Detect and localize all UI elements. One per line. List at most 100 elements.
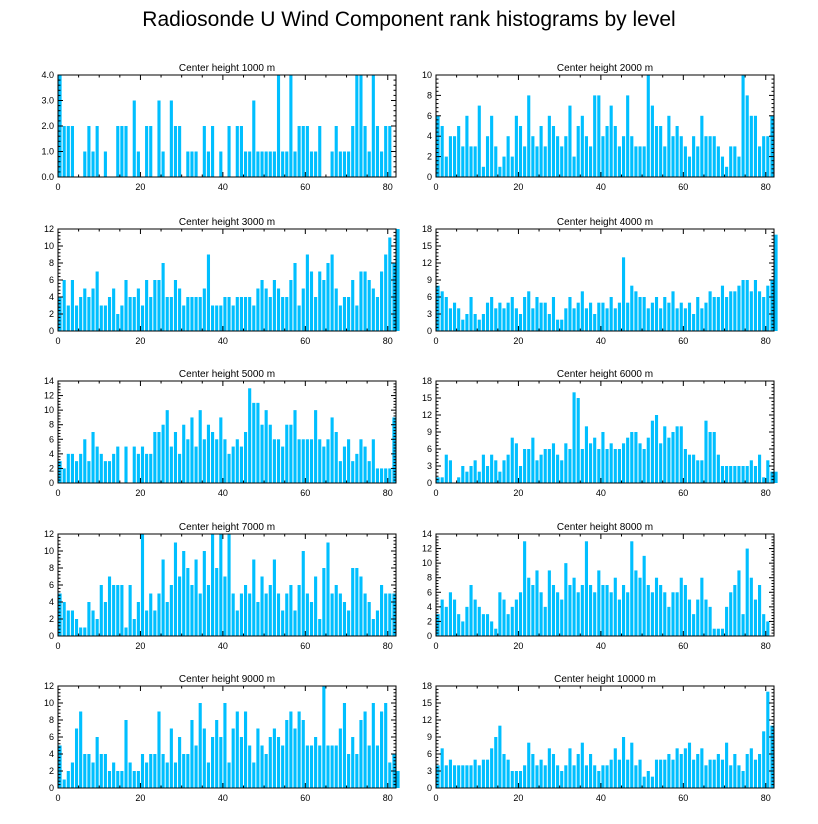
- x-tick-label: 60: [300, 793, 310, 803]
- histogram-bar: [132, 619, 136, 636]
- histogram-bar: [621, 585, 626, 636]
- histogram-bar: [182, 305, 186, 331]
- histogram-bar: [605, 585, 609, 636]
- histogram-bar: [716, 297, 720, 331]
- histogram-bar: [260, 424, 264, 483]
- y-tick-label: 4: [49, 292, 54, 302]
- histogram-bar: [375, 610, 380, 636]
- x-tick-label: 0: [433, 793, 438, 803]
- histogram-bar: [481, 454, 485, 483]
- histogram-bar: [276, 75, 281, 177]
- histogram-bar: [527, 449, 531, 483]
- histogram-bar: [580, 742, 584, 788]
- histogram-bar: [103, 602, 107, 636]
- y-tick-label: 14: [44, 376, 54, 386]
- histogram-bar: [140, 534, 145, 636]
- histogram-bar: [388, 237, 392, 331]
- histogram-bar: [613, 449, 617, 483]
- histogram-bar: [235, 126, 239, 177]
- histogram-bar: [663, 592, 667, 636]
- histogram-bar: [276, 288, 281, 331]
- y-tick-label: 0: [49, 783, 54, 793]
- y-tick-label: 6: [49, 732, 54, 742]
- histogram-bar: [281, 151, 285, 177]
- histogram-bar: [297, 305, 301, 331]
- histogram-bar: [601, 765, 605, 788]
- histogram-bar: [351, 737, 355, 788]
- histogram-bar: [671, 291, 675, 331]
- histogram-bar: [231, 446, 235, 483]
- histogram-bar: [58, 745, 62, 788]
- histogram-bar: [173, 280, 178, 331]
- histogram-bar: [708, 291, 712, 331]
- histogram-bar: [363, 126, 367, 177]
- histogram-bar: [687, 454, 692, 483]
- y-tick-label: 0: [427, 478, 432, 488]
- histogram-bar: [498, 166, 502, 177]
- histogram-bar: [490, 115, 494, 177]
- histogram-bar: [708, 759, 712, 788]
- histogram-bar: [318, 439, 322, 483]
- histogram-bar: [272, 439, 276, 483]
- histogram-bar: [252, 559, 256, 636]
- histogram-bar: [510, 437, 514, 483]
- histogram-bar: [211, 432, 215, 483]
- histogram-bar: [342, 151, 347, 177]
- x-tick-label: 60: [678, 182, 688, 192]
- histogram-bar: [675, 592, 679, 636]
- histogram-bar: [696, 146, 700, 177]
- histogram-bar: [70, 610, 74, 636]
- y-tick-label: 12: [422, 258, 432, 268]
- histogram-bar: [272, 728, 276, 788]
- histogram-bar: [716, 146, 720, 177]
- histogram-bar: [683, 748, 687, 788]
- y-tick-label: 0: [49, 326, 54, 336]
- x-tick-label: 20: [513, 793, 523, 803]
- histogram-bar: [206, 762, 211, 788]
- y-tick-label: 4: [49, 597, 54, 607]
- histogram-bar: [190, 297, 194, 331]
- histogram-bar: [477, 471, 481, 483]
- histogram-bar: [74, 619, 79, 636]
- x-tick-label: 60: [678, 336, 688, 346]
- histogram-bar: [268, 424, 272, 483]
- histogram-bar: [206, 585, 211, 636]
- histogram-bar: [436, 614, 440, 636]
- histogram-bar: [485, 136, 490, 177]
- histogram-bar: [444, 297, 448, 331]
- x-tick-label: 80: [761, 641, 771, 651]
- histogram-bar: [609, 105, 613, 177]
- histogram-bar: [285, 297, 289, 331]
- histogram-bar: [716, 754, 720, 788]
- histogram-bar: [704, 420, 708, 483]
- histogram-bar: [116, 446, 120, 483]
- histogram-bar: [729, 765, 733, 788]
- histogram-bar: [576, 302, 580, 331]
- histogram-bar: [568, 449, 572, 483]
- histogram-bar: [243, 432, 248, 483]
- histogram-bar: [436, 477, 440, 483]
- y-tick-label: 0: [427, 326, 432, 336]
- histogram-bar: [556, 319, 560, 331]
- histogram-bar: [112, 762, 116, 788]
- histogram-bar: [103, 151, 107, 177]
- histogram-bar: [502, 460, 506, 483]
- histogram-bar: [355, 754, 359, 788]
- histogram-bar: [712, 136, 716, 177]
- histogram-bar: [355, 305, 359, 331]
- histogram-bar: [444, 454, 448, 483]
- histogram-bar: [202, 728, 206, 788]
- histogram-bar: [297, 439, 301, 483]
- histogram-bar: [692, 614, 696, 636]
- histogram-bar: [107, 771, 112, 788]
- histogram-bar: [485, 614, 490, 636]
- histogram-bar: [371, 75, 375, 177]
- histogram-bar: [157, 280, 161, 331]
- x-tick-label: 60: [678, 488, 688, 498]
- histogram-bar: [687, 156, 692, 177]
- histogram-bar: [99, 305, 103, 331]
- histogram-bar: [535, 146, 539, 177]
- histogram-bar: [169, 100, 173, 177]
- histogram-bar: [264, 410, 268, 483]
- histogram-bar: [305, 593, 309, 636]
